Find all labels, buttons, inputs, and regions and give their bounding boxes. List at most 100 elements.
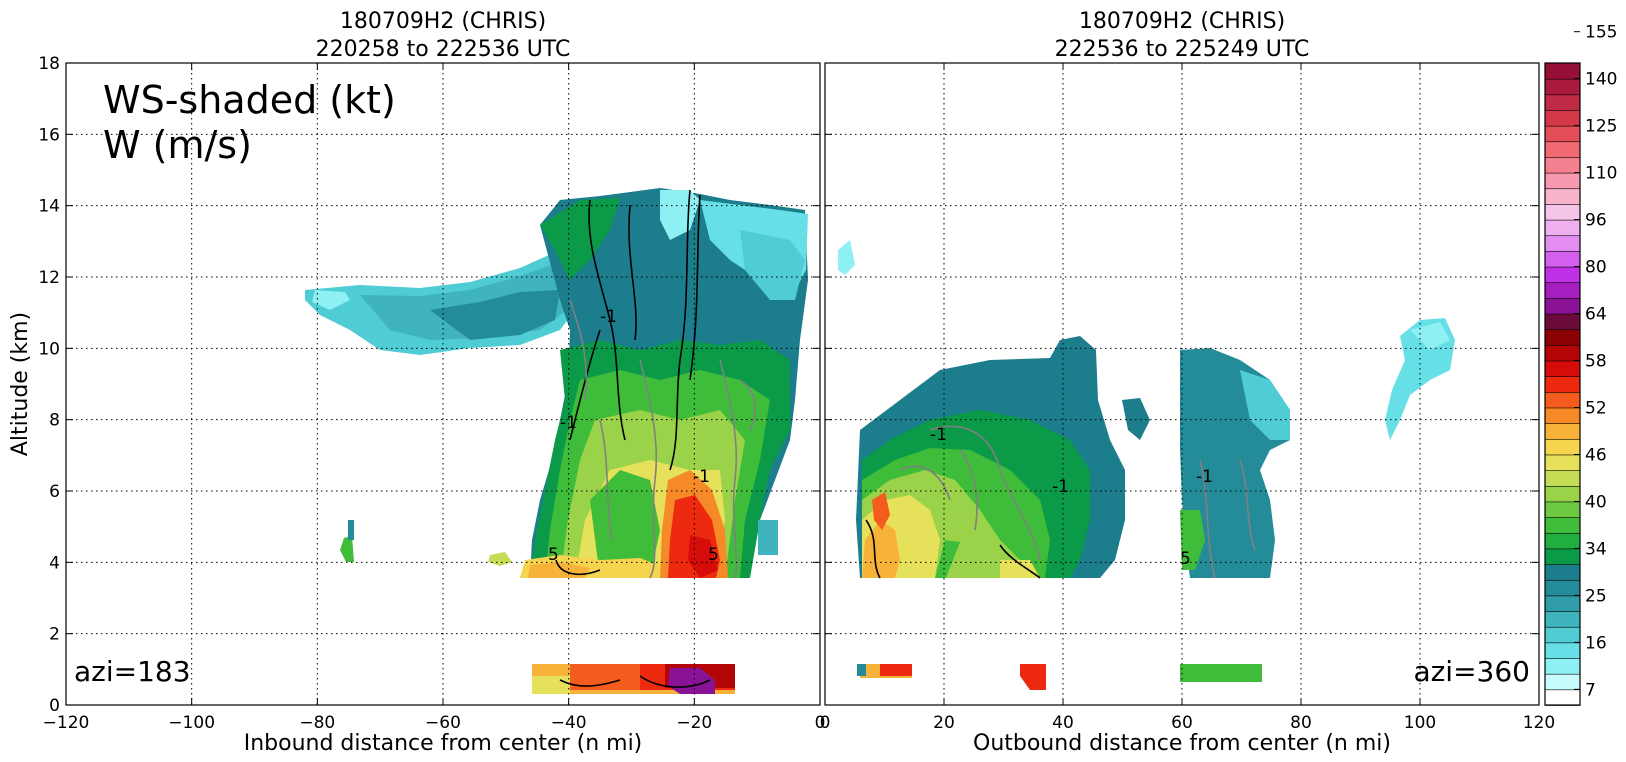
left-grid — [66, 63, 820, 705]
right-xlabel: Outbound distance from center (n mi) — [973, 731, 1391, 756]
colorbar-tick-label: 25 — [1585, 586, 1607, 606]
x-tick-label: 80 — [1290, 713, 1312, 733]
x-tick-label: 60 — [1171, 713, 1193, 733]
left-annotation-line1: WS-shaded (kt) — [103, 78, 396, 122]
colorbar-swatch — [1544, 579, 1581, 597]
colorbar-tick-label: 34 — [1585, 539, 1607, 559]
colorbar-tick-label: 46 — [1585, 445, 1607, 465]
colorbar-tick-label: 125 — [1585, 117, 1617, 137]
colorbar-swatch — [1544, 203, 1581, 221]
colorbar-swatch — [1544, 172, 1581, 190]
colorbar-swatch — [1544, 673, 1581, 691]
colorbar-swatch — [1544, 360, 1581, 377]
left-ylabel: Altitude (km) — [8, 312, 33, 456]
x-tick-label: −40 — [551, 713, 587, 733]
x-tick-label: 0 — [820, 713, 831, 733]
colorbar-swatch — [1544, 610, 1581, 628]
colorbar-swatch — [1544, 187, 1581, 205]
left-ticks: −120 −100 −80 −60 −40 −20 0 0 2 4 6 8 10 12 14 16 18 — [38, 54, 825, 733]
right-shading — [838, 240, 1455, 690]
left-title-line2: 220258 to 222536 UTC — [316, 37, 571, 62]
colorbar-swatch — [1544, 156, 1581, 174]
y-tick-label: 0 — [49, 696, 60, 716]
colorbar-swatch — [1544, 626, 1581, 644]
colorbar-swatch — [1544, 532, 1581, 550]
colorbar-swatch — [1544, 297, 1581, 315]
left-contour-label: -1 — [693, 467, 710, 487]
colorbar-ticks: 7 16 25 34 40 46 52 58 64 80 96 110 125 140 155 — [1574, 23, 1617, 700]
right-panel: -1 -1 -1 5 0 20 40 60 80 100 120 azi=360 Outbo… — [820, 62, 1555, 756]
colorbar-tick-label: 80 — [1585, 258, 1607, 278]
right-plot-area: -1 -1 -1 5 — [838, 240, 1455, 690]
y-tick-label: 16 — [38, 125, 60, 145]
colorbar-swatch — [1544, 281, 1581, 299]
right-contour-label: -1 — [1052, 477, 1069, 497]
x-tick-label: −80 — [299, 713, 335, 733]
colorbar-swatch — [1544, 595, 1581, 612]
left-shading — [305, 188, 808, 694]
colorbar-tick-label: 110 — [1585, 164, 1617, 184]
left-annotation-line2: W (m/s) — [103, 123, 252, 167]
colorbar-swatch — [1544, 485, 1581, 503]
colorbar-swatch — [1544, 438, 1581, 456]
right-ticks: 0 20 40 60 80 100 120 — [820, 62, 1555, 733]
colorbar-tick-label: 64 — [1585, 305, 1607, 325]
right-contour-label: -1 — [1196, 467, 1213, 487]
colorbar-swatch — [1544, 391, 1581, 409]
left-azi-label: azi=183 — [74, 655, 191, 688]
colorbar-swatch — [1544, 563, 1581, 581]
x-tick-label: −60 — [425, 713, 461, 733]
y-tick-label: 10 — [38, 339, 60, 359]
colorbar-tick-label: 16 — [1585, 633, 1607, 653]
colorbar-swatch — [1544, 219, 1581, 237]
colorbar-tick-label: 155 — [1585, 23, 1617, 43]
colorbar-swatch — [1544, 469, 1581, 487]
colorbar-swatch — [1544, 140, 1581, 158]
colorbar-swatch — [1544, 109, 1581, 127]
colorbar-tick-label: 7 — [1585, 680, 1596, 700]
colorbar-swatch — [1544, 78, 1581, 96]
colorbar-swatch — [1544, 548, 1581, 565]
y-tick-label: 2 — [49, 625, 60, 645]
right-contours — [865, 425, 1256, 579]
right-title-line2: 222536 to 225249 UTC — [1055, 37, 1310, 62]
left-contours — [555, 189, 756, 688]
colorbar — [1544, 62, 1581, 706]
colorbar-swatch — [1544, 62, 1581, 80]
left-contour-label: -1 — [600, 307, 617, 327]
colorbar-swatch — [1544, 94, 1581, 111]
y-tick-label: 6 — [49, 482, 60, 502]
colorbar-swatch — [1544, 250, 1581, 268]
left-contour-label: 5 — [708, 545, 719, 565]
colorbar-swatch — [1544, 328, 1581, 346]
colorbar-swatch — [1544, 344, 1581, 362]
colorbar-tick-label: 96 — [1585, 211, 1607, 231]
x-tick-label: 20 — [933, 713, 955, 733]
colorbar-tick-label: 40 — [1585, 492, 1607, 512]
right-title-line1: 180709H2 (CHRIS) — [1079, 9, 1285, 34]
colorbar-swatch — [1544, 422, 1581, 440]
y-tick-label: 14 — [38, 197, 60, 217]
y-tick-label: 8 — [49, 411, 60, 431]
colorbar-swatch — [1544, 642, 1581, 659]
colorbar-swatch — [1544, 125, 1581, 143]
colorbar-tick-label: 140 — [1585, 70, 1617, 90]
right-contour-label: 5 — [1180, 549, 1191, 569]
colorbar-swatch — [1544, 375, 1581, 393]
colorbar-swatch — [1544, 657, 1581, 675]
colorbar-swatch — [1544, 407, 1581, 424]
colorbar-tick-label: 52 — [1585, 398, 1607, 418]
colorbar-swatch — [1544, 516, 1581, 534]
x-tick-label: 100 — [1404, 713, 1436, 733]
x-tick-label: −20 — [676, 713, 712, 733]
colorbar-swatch — [1544, 266, 1581, 284]
y-tick-label: 12 — [38, 268, 60, 288]
y-tick-label: 4 — [49, 553, 60, 573]
left-title-line1: 180709H2 (CHRIS) — [340, 9, 546, 34]
left-xlabel: Inbound distance from center (n mi) — [244, 731, 643, 756]
x-tick-label: 0 — [815, 713, 826, 733]
x-tick-label: −100 — [168, 713, 215, 733]
colorbar-swatch — [1544, 454, 1581, 471]
left-panel: -1 -1 -1 5 5 −120 −100 −80 −60 −40 −20 0 0 2 4 6 8 1… — [8, 54, 825, 756]
